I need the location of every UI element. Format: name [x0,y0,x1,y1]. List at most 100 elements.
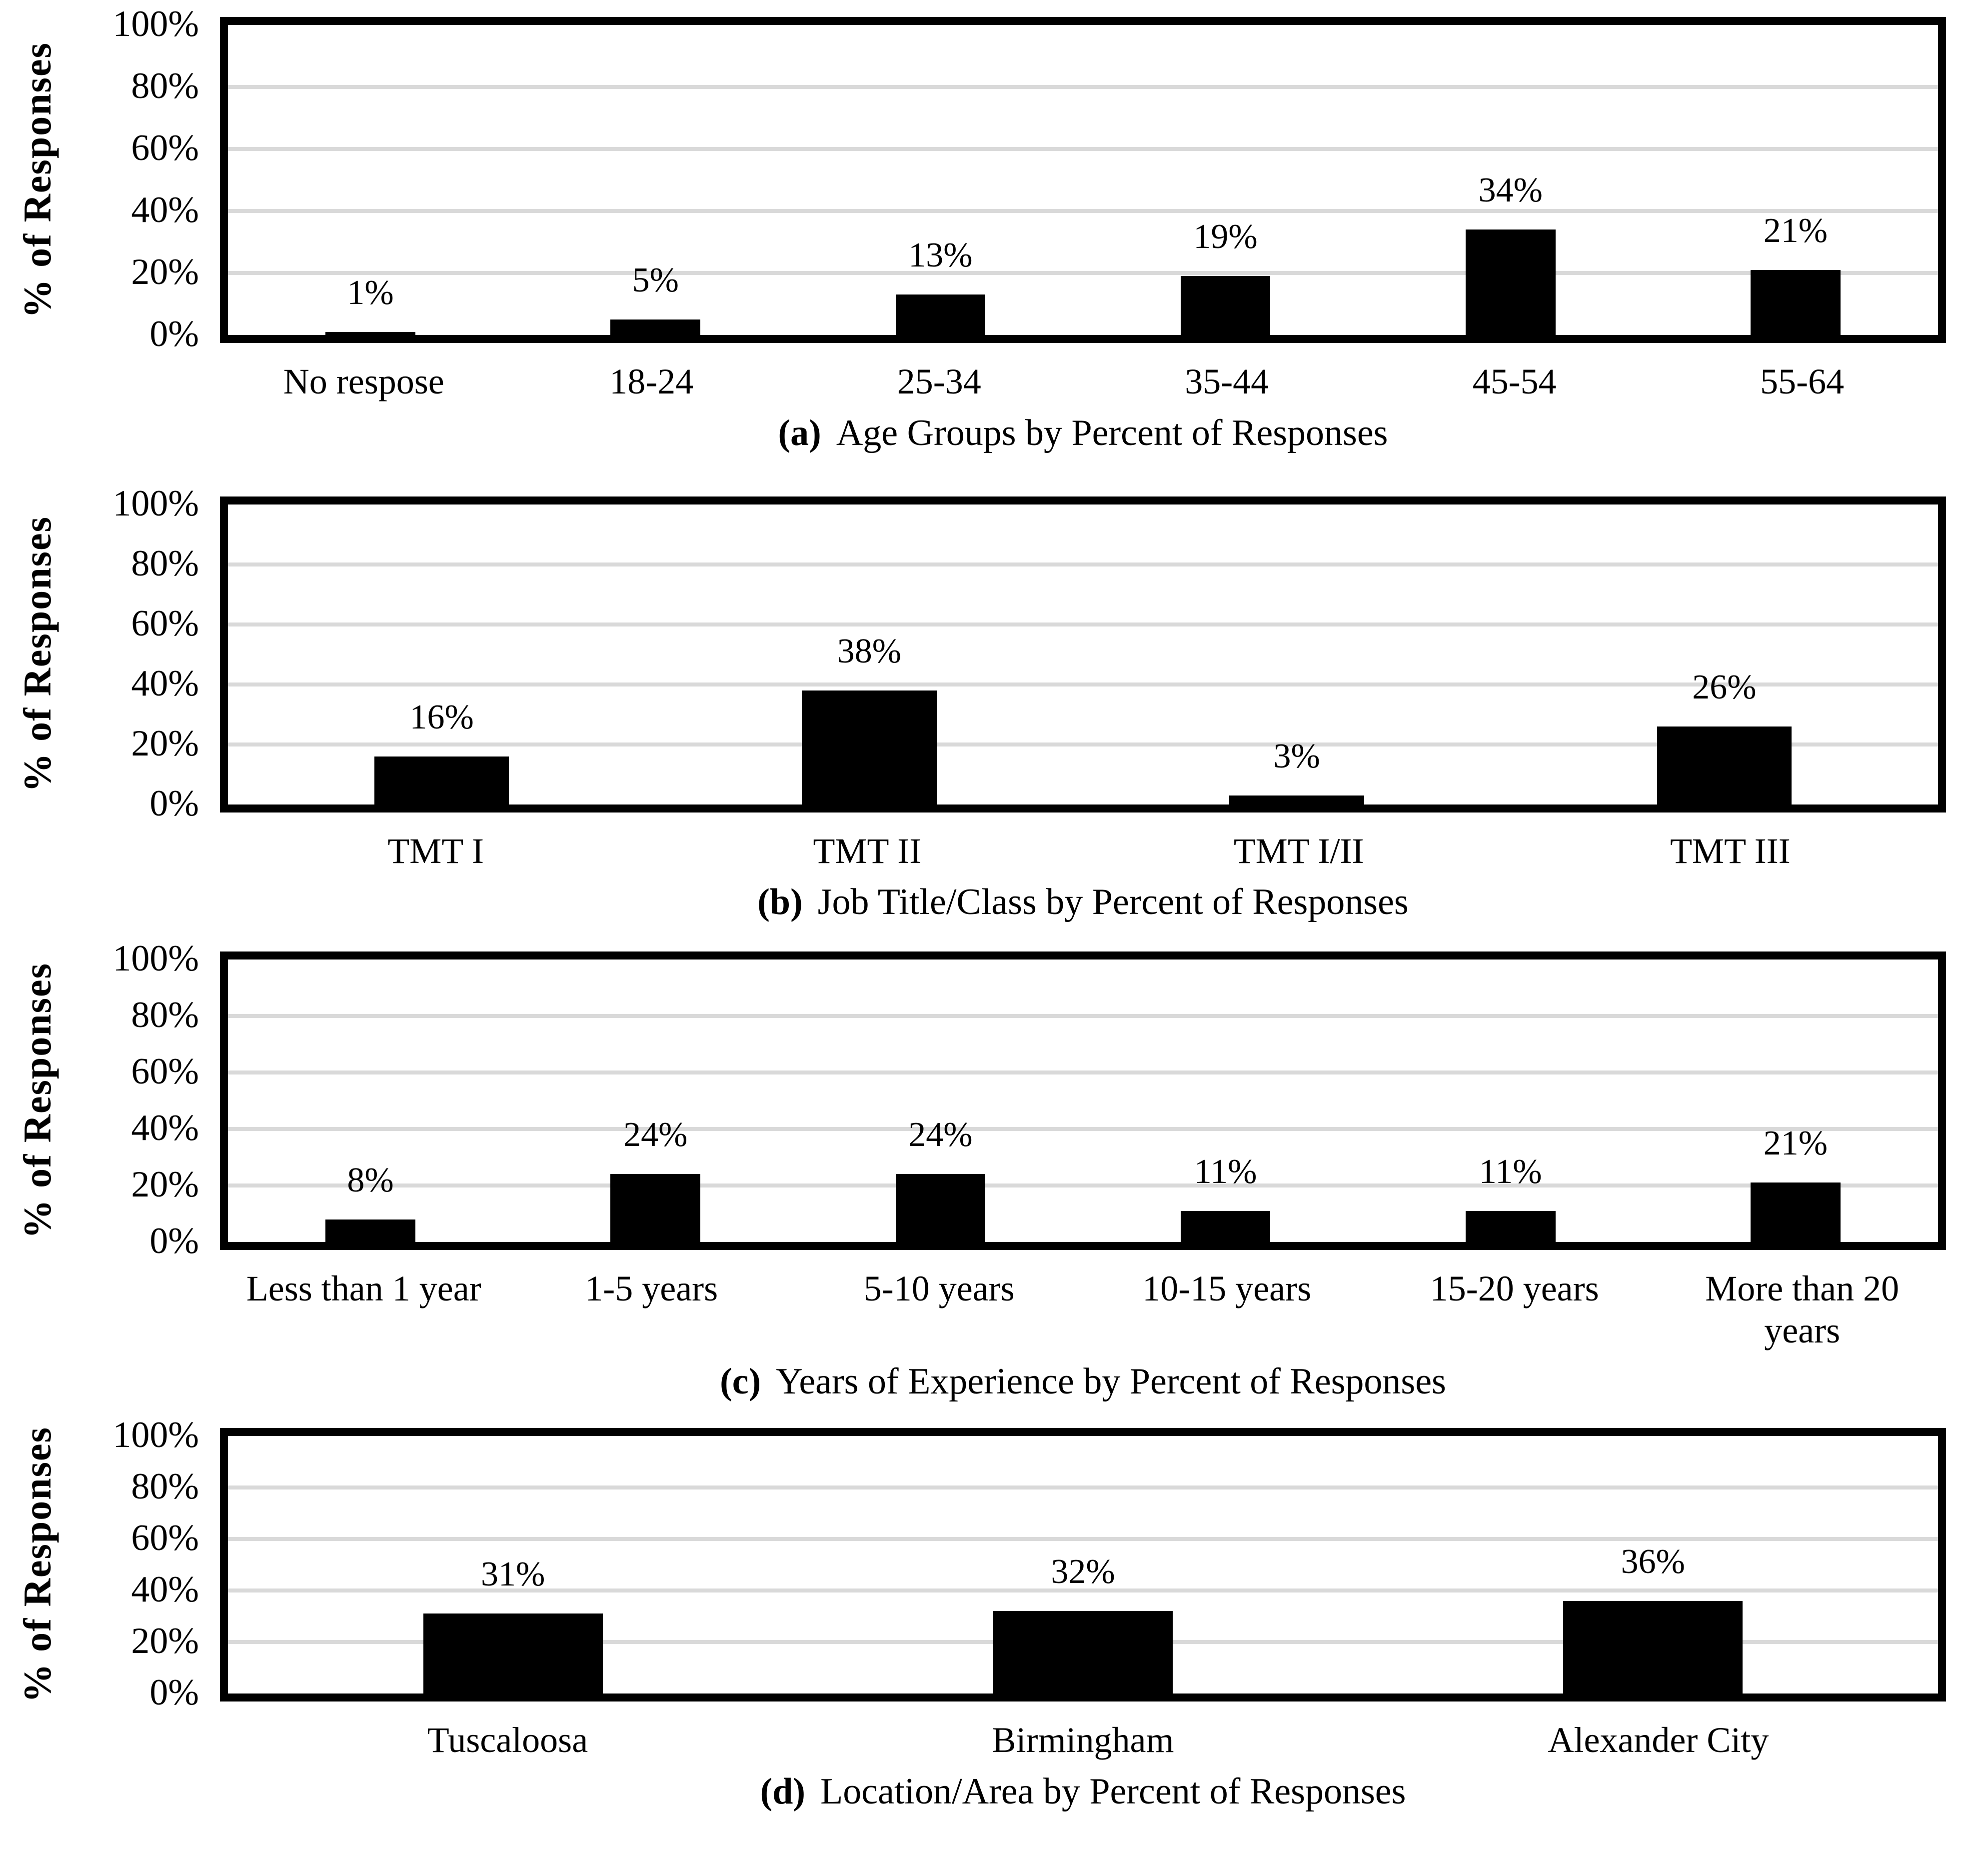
caption-text: Location/Area by Percent of Responses [820,1770,1406,1812]
y-tick-label: 100% [112,3,199,44]
y-tick-label: 0% [149,782,199,824]
y-axis-ticks: 100% 80% 60% 40% 20% 0% [75,4,220,354]
y-tick-label: 20% [131,1620,199,1662]
y-tick-label: 60% [131,127,199,168]
y-tick-label: 0% [149,1220,199,1262]
bar-value-label: 11% [1479,1152,1542,1191]
gridline [228,742,1938,746]
bar-value-label: 21% [1763,211,1828,250]
bar [610,320,701,335]
bar [1751,270,1841,335]
bar [1657,726,1792,804]
gridline [228,1486,1938,1490]
gridline [228,85,1938,89]
caption: (c) Years of Experience by Percent of Res… [220,1360,1946,1403]
caption-index: (b) [757,882,803,923]
bar [895,294,986,335]
bar-value-label: 26% [1692,668,1757,706]
x-axis-labels: Tuscaloosa Birmingham Alexander City [220,1720,1946,1762]
y-axis-title-cell: % of Responses [0,496,75,812]
gridline [228,271,1938,275]
gridline [228,1070,1938,1075]
bar-value-label: 3% [1273,736,1320,776]
x-category-label: 18-24 [609,362,694,402]
gridline [228,147,1938,151]
y-tick-label: 80% [131,1466,199,1507]
bar-value-label: 1% [347,273,394,312]
y-tick-label: 20% [131,251,199,292]
bar [1465,230,1556,335]
bar-value-label: 24% [623,1116,688,1154]
x-category-label: TMT II [813,830,922,871]
gridline [228,622,1938,626]
bar [610,1174,701,1242]
bar-value-label: 16% [409,698,474,736]
plot-area: 1% 5% 13% 19% 34% 21% [220,17,1946,343]
bar [374,756,509,804]
bar [325,332,415,335]
y-axis-title: % of Responses [15,42,59,318]
y-axis-title: % of Responses [15,962,59,1239]
y-axis-ticks: 100% 80% 60% 40% 20% 0% [75,482,220,824]
x-category-label: 1-5 years [585,1268,718,1309]
x-category-label: TMT I/II [1233,830,1364,871]
x-category-label: 45-54 [1472,362,1557,402]
x-category-label: 55-64 [1760,362,1845,402]
bar-value-label: 13% [908,236,973,275]
gridline [228,1127,1938,1132]
x-axis-labels: TMT I TMT II TMT I/II TMT III [220,830,1946,872]
gridline [228,1588,1938,1593]
x-category-label: Tuscaloosa [427,1720,588,1760]
caption-text: Years of Experience by Percent of Respon… [776,1361,1446,1402]
chart-section-location: % of Responses 100% 80% 60% 40% 20% 0% 31% 32%… [0,1414,1988,1813]
plot-area: 8% 24% 24% 11% 11% 21% [220,952,1946,1250]
gridline [228,1537,1938,1542]
y-axis-ticks: 100% 80% 60% 40% 20% 0% [75,1414,220,1713]
caption: (b) Job Title/Class by Percent of Respons… [220,881,1946,924]
bar-value-label: 34% [1478,171,1543,210]
x-category-label: 10-15 years [1142,1268,1312,1309]
x-category-label: 35-44 [1185,362,1269,402]
y-tick-label: 40% [131,1107,199,1148]
y-tick-label: 20% [131,1164,199,1205]
x-axis-labels: Less than 1 year 1-5 years 5-10 years 10-15… [220,1268,1946,1352]
bar [325,1219,415,1242]
gridline [228,682,1938,686]
x-category-label: No respose [283,362,444,402]
y-tick-label: 80% [131,542,199,584]
y-tick-label: 0% [149,313,199,354]
caption-text: Age Groups by Percent of Responses [836,412,1388,454]
bar [1563,1600,1743,1694]
x-category-label: 5-10 years [863,1268,1015,1309]
x-category-label: TMT I [387,830,484,871]
y-tick-label: 0% [149,1672,199,1713]
y-tick-label: 60% [131,1517,199,1558]
caption-index: (d) [760,1770,806,1812]
bar-value-label: 24% [908,1116,973,1154]
y-tick-label: 40% [131,189,199,230]
bar [1465,1210,1556,1242]
x-category-label: Alexander City [1548,1720,1769,1760]
x-category-label: Birmingham [992,1720,1174,1760]
bar [895,1174,986,1242]
y-axis-ticks: 100% 80% 60% 40% 20% 0% [75,938,220,1262]
x-category-label: 15-20 years [1430,1268,1599,1309]
chart-section-job-title: % of Responses 100% 80% 60% 40% 20% 0% 16% 38%… [0,482,1988,924]
bar [423,1614,603,1694]
y-axis-title: % of Responses [15,1426,59,1703]
chart-section-age-groups: % of Responses 100% 80% 60% 40% 20% 0% 1% 5% 13… [0,4,1988,454]
bar-value-label: 5% [632,261,679,300]
caption-index: (c) [720,1361,761,1402]
y-tick-label: 40% [131,662,199,704]
y-tick-label: 100% [112,482,199,524]
caption: (a) Age Groups by Percent of Responses [220,412,1946,454]
caption: (d) Location/Area by Percent of Responses [220,1770,1946,1813]
bar-value-label: 8% [347,1160,394,1200]
bar [993,1611,1173,1694]
y-axis-title-cell: % of Responses [0,1426,75,1703]
y-axis-title: % of Responses [15,516,59,792]
x-category-label: More than 20 years [1705,1268,1900,1350]
bar-value-label: 38% [837,632,902,670]
bar-value-label: 31% [481,1555,545,1594]
bar-value-label: 32% [1051,1552,1115,1592]
